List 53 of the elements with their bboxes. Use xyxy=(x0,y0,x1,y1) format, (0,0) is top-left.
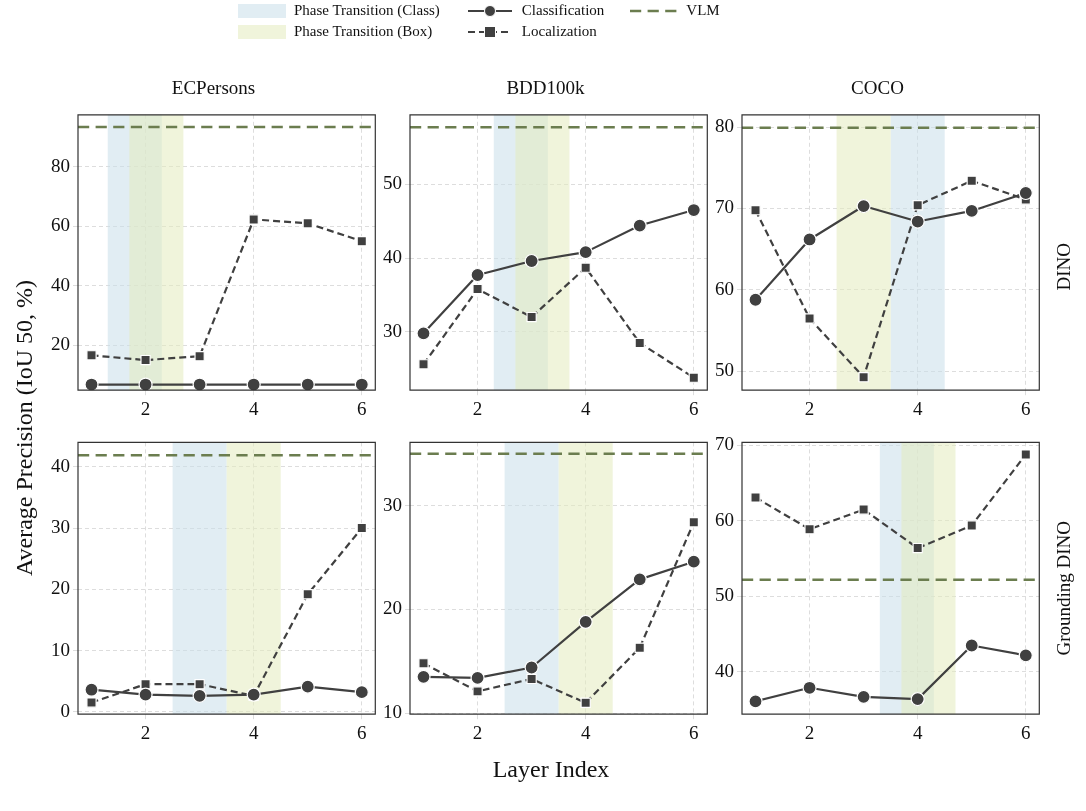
x-tick-label: 2 xyxy=(140,397,151,419)
legend-label: VLM xyxy=(686,2,720,19)
chart-title: ECPersons xyxy=(171,77,256,99)
y-tick-label: 20 xyxy=(51,333,70,355)
y-tick-label: 10 xyxy=(383,701,402,723)
x-tick-label: 2 xyxy=(804,397,815,419)
x-axis-title: Layer Index xyxy=(491,756,611,783)
y-tick-label: 40 xyxy=(51,454,70,476)
x-tick-label: 2 xyxy=(140,721,151,743)
y-tick-label: 30 xyxy=(383,493,402,515)
legend-label: Phase Transition (Class) xyxy=(294,2,440,19)
y-tick-label: 20 xyxy=(51,577,70,599)
y-tick-label: 30 xyxy=(51,516,70,538)
legend-label: Classification xyxy=(521,2,605,19)
x-tick-label: 6 xyxy=(357,397,367,419)
x-tick-label: 2 xyxy=(472,397,483,419)
x-tick-label: 4 xyxy=(580,397,591,419)
x-tick-label: 4 xyxy=(248,721,259,743)
x-tick-label: 6 xyxy=(689,721,699,743)
y-tick-label: 60 xyxy=(51,214,70,236)
y2-axis-title: DINO xyxy=(1053,243,1075,291)
y-tick-label: 50 xyxy=(383,172,402,194)
y-tick-label: 40 xyxy=(51,273,70,295)
y-tick-label: 80 xyxy=(715,115,734,137)
x-tick-label: 2 xyxy=(804,721,815,743)
y2-axis-title: Grounding DINO xyxy=(1053,520,1075,656)
x-tick-label: 4 xyxy=(248,397,259,419)
y-tick-label: 70 xyxy=(715,196,734,218)
legend-label: Phase Transition (Box) xyxy=(294,23,433,40)
y-tick-label: 10 xyxy=(51,638,70,660)
chart-title: COCO xyxy=(851,77,904,99)
chart-title: BDD100k xyxy=(506,77,586,99)
y-tick-label: 40 xyxy=(715,659,734,681)
y-tick-label: 70 xyxy=(715,433,734,455)
x-tick-label: 6 xyxy=(689,397,699,419)
x-tick-label: 6 xyxy=(1021,397,1031,419)
x-tick-label: 2 xyxy=(472,721,483,743)
y-tick-label: 40 xyxy=(383,246,402,268)
y-tick-label: 50 xyxy=(715,359,734,381)
x-tick-label: 6 xyxy=(1021,721,1031,743)
x-tick-label: 4 xyxy=(912,397,923,419)
x-tick-label: 4 xyxy=(912,721,923,743)
x-tick-label: 6 xyxy=(357,721,367,743)
y-tick-label: 30 xyxy=(383,319,402,341)
x-tick-label: 4 xyxy=(580,721,591,743)
y-tick-label: 60 xyxy=(715,508,734,530)
y-axis-title: Average Precision (IoU 50, %) xyxy=(10,279,38,577)
y-tick-label: 80 xyxy=(51,154,70,176)
legend-label: Localization xyxy=(521,23,597,40)
y-tick-label: 0 xyxy=(60,699,70,721)
y-tick-label: 60 xyxy=(715,277,734,299)
y-tick-label: 50 xyxy=(715,584,734,606)
y-tick-label: 20 xyxy=(383,597,402,619)
